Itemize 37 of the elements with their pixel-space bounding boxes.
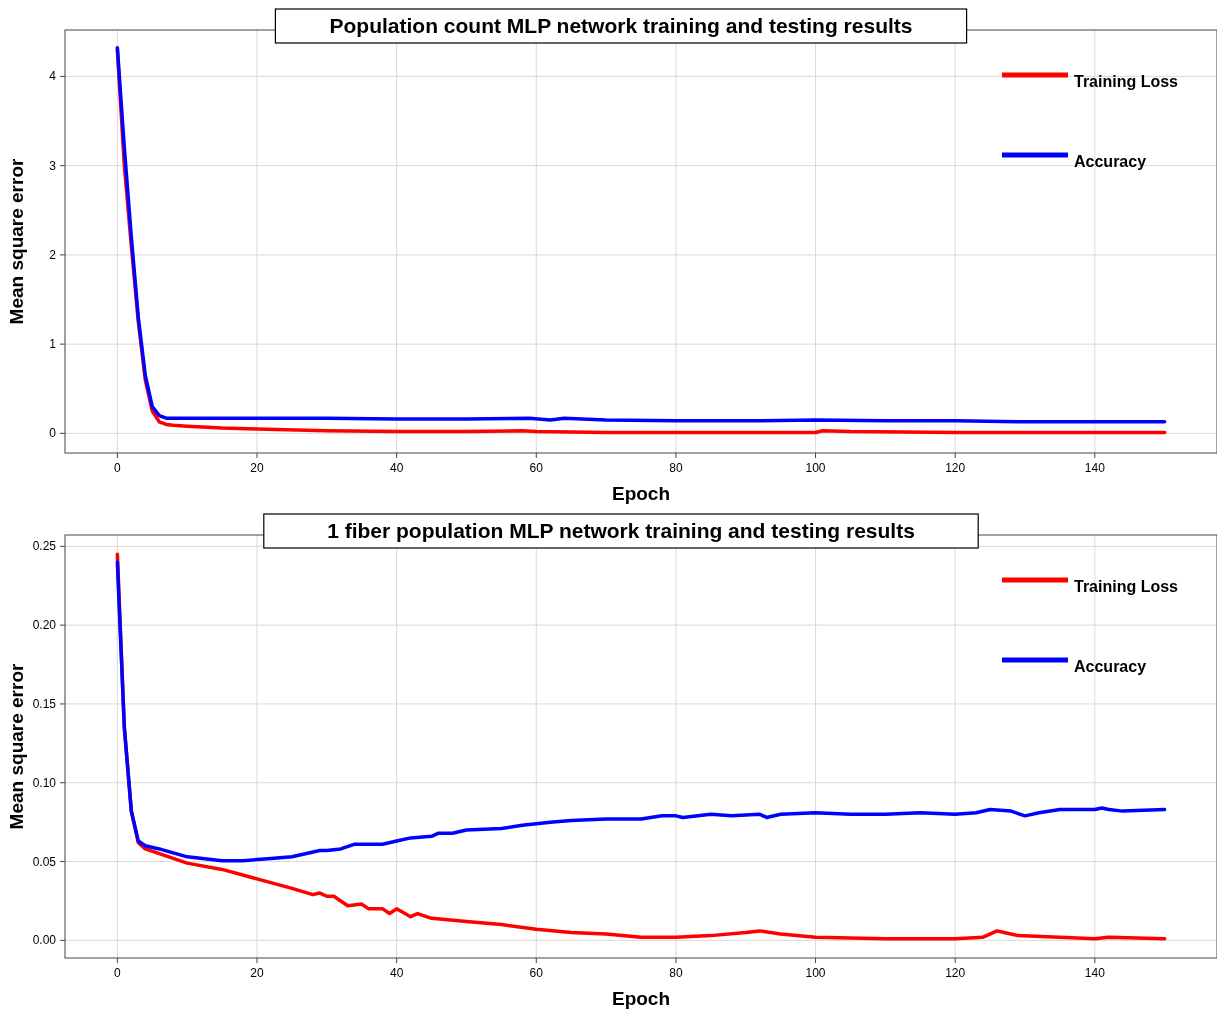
y-tick-label: 0.10 [32, 775, 57, 790]
y-tick-label: 0.25 [32, 539, 57, 554]
x-axis-title: Epoch [611, 483, 671, 504]
x-tick-label: 140 [1084, 966, 1106, 980]
y-tick-label: 3 [49, 158, 57, 173]
x-tick-label: 80 [669, 966, 683, 980]
chart-title: Population count MLP network training and testing results [329, 14, 913, 37]
x-tick-label: 120 [945, 966, 966, 980]
x-tick-label: 120 [945, 461, 966, 475]
y-tick-label: 0.20 [32, 618, 57, 633]
y-tick-label: 4 [49, 69, 57, 84]
x-tick-label: 0 [114, 966, 122, 980]
x-tick-label: 140 [1084, 461, 1106, 475]
y-tick-label: 1 [49, 337, 57, 352]
x-tick-label: 80 [669, 461, 683, 475]
y-tick-label: 0.15 [32, 696, 57, 711]
legend-label: Accuracy [1074, 153, 1147, 170]
legend-label: Training Loss [1074, 578, 1179, 595]
x-tick-label: 40 [389, 966, 404, 980]
x-tick-label: 60 [529, 461, 544, 475]
y-tick-label: 0.05 [32, 854, 57, 869]
y-axis-title: Mean square error [6, 663, 27, 830]
y-axis-title: Mean square error [6, 158, 27, 325]
x-tick-label: 0 [114, 461, 122, 475]
x-tick-label: 20 [250, 966, 264, 980]
y-tick-label: 2 [49, 247, 57, 262]
y-tick-label: 0 [49, 426, 57, 441]
legend-label: Accuracy [1074, 658, 1147, 675]
x-tick-label: 60 [529, 966, 544, 980]
x-tick-label: 100 [805, 966, 826, 980]
y-tick-label: 0.00 [32, 933, 57, 948]
x-axis-title: Epoch [611, 988, 671, 1009]
x-tick-label: 100 [805, 461, 826, 475]
chart-title: 1 fiber population MLP network training and testing results [327, 519, 915, 542]
legend-label: Training Loss [1074, 73, 1179, 90]
x-tick-label: 40 [389, 461, 404, 475]
x-tick-label: 20 [250, 461, 264, 475]
